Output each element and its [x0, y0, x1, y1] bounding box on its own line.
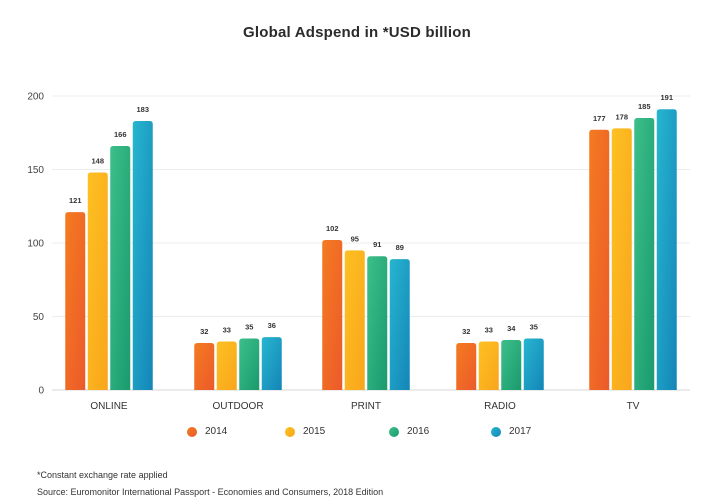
- legend: 2014 2015 2016 2017: [0, 426, 714, 446]
- chart-title: Global Adspend in *USD billion: [243, 24, 471, 41]
- legend-label: 2016: [407, 426, 430, 437]
- bar-radio-2014: [456, 342, 477, 390]
- bar-tv-2015: [611, 128, 632, 390]
- bar-tv-2017: [656, 109, 677, 390]
- data-label: 33: [485, 325, 493, 334]
- bar-radio-2015: [478, 341, 499, 390]
- footnote-source: Source: Euromonitor International Passpo…: [37, 487, 384, 497]
- bar-online-2015: [87, 172, 108, 390]
- data-label: 191: [660, 93, 673, 102]
- bar-online-2017: [132, 120, 153, 391]
- bar-online-2016: [110, 145, 131, 390]
- y-tick-label: 0: [38, 386, 44, 397]
- data-label: 102: [326, 224, 339, 233]
- legend-item-2015: 2015: [285, 426, 325, 437]
- data-label: 95: [351, 234, 359, 243]
- x-tick-label: OUTDOOR: [212, 401, 263, 412]
- x-tick-label: TV: [627, 401, 640, 412]
- bar-tv-2016: [634, 118, 655, 391]
- bar-outdoor-2017: [261, 337, 282, 390]
- x-tick-label: PRINT: [351, 401, 381, 412]
- legend-item-2017: 2017: [491, 426, 531, 437]
- data-label: 91: [373, 240, 381, 249]
- data-label: 148: [91, 156, 104, 165]
- bar-print-2014: [322, 240, 343, 390]
- data-label: 166: [114, 130, 127, 139]
- data-label: 121: [69, 196, 82, 205]
- data-label: 183: [136, 105, 149, 114]
- data-label: 33: [223, 325, 231, 334]
- bar-outdoor-2016: [239, 338, 260, 390]
- legend-item-2016: 2016: [389, 426, 429, 437]
- y-tick-label: 200: [27, 92, 44, 103]
- legend-label: 2017: [509, 426, 532, 437]
- bar-radio-2016: [501, 340, 522, 390]
- x-tick-label: RADIO: [484, 401, 516, 412]
- y-tick-label: 50: [33, 312, 45, 323]
- legend-swatch: [285, 426, 295, 437]
- bar-print-2015: [344, 250, 365, 390]
- bar-online-2014: [65, 212, 86, 390]
- data-label: 35: [530, 323, 538, 332]
- y-tick-label: 100: [27, 239, 44, 250]
- data-label: 36: [268, 321, 276, 330]
- x-tick-label: ONLINE: [90, 401, 128, 412]
- data-label: 32: [200, 327, 208, 336]
- data-label: 185: [638, 102, 651, 111]
- legend-label: 2015: [303, 426, 326, 437]
- legend-swatch: [491, 426, 501, 437]
- bar-print-2016: [367, 256, 388, 390]
- data-label: 32: [462, 327, 470, 336]
- legend-item-2014: 2014: [187, 426, 227, 437]
- legend-swatch: [187, 426, 197, 437]
- bar-radio-2017: [523, 338, 544, 390]
- legend-swatch: [389, 426, 399, 437]
- data-label: 34: [507, 324, 516, 333]
- data-label: 89: [396, 243, 404, 252]
- footnote-exchange-rate: *Constant exchange rate applied: [37, 470, 168, 480]
- data-label: 177: [593, 114, 606, 123]
- data-label: 35: [245, 323, 253, 332]
- bar-print-2017: [389, 259, 410, 390]
- y-tick-label: 150: [27, 165, 44, 176]
- bar-outdoor-2015: [216, 341, 237, 390]
- data-label: 178: [615, 112, 628, 121]
- bar-outdoor-2014: [194, 342, 215, 390]
- bar-tv-2014: [589, 129, 610, 390]
- legend-label: 2014: [205, 426, 228, 437]
